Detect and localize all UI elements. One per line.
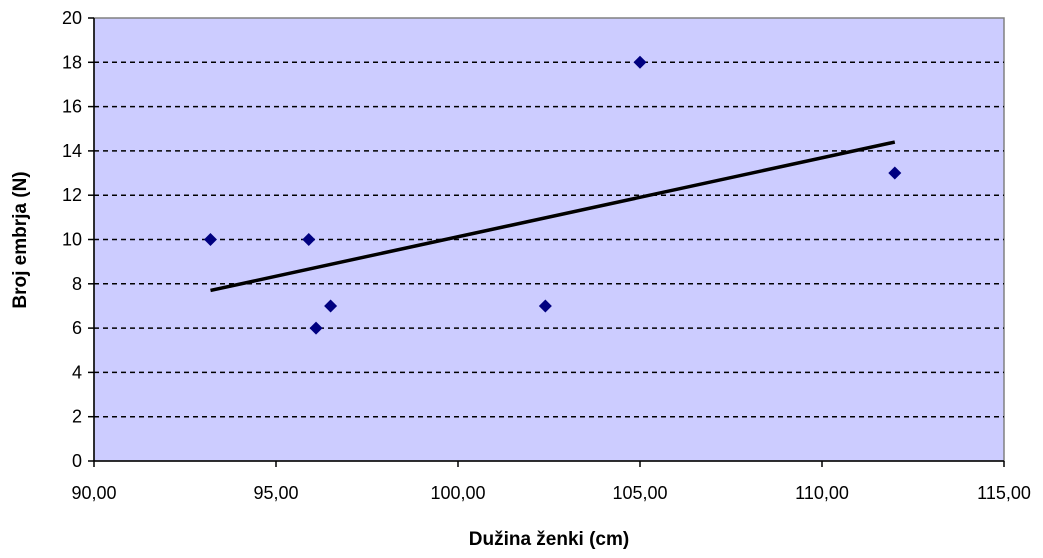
axes — [88, 17, 1005, 467]
y-tick-label: 8 — [72, 274, 82, 294]
y-tick-label: 16 — [62, 97, 82, 117]
x-tick-label: 90,00 — [71, 483, 116, 503]
data-point-marker — [888, 166, 902, 180]
trendline — [210, 140, 896, 293]
x-tick-label: 115,00 — [977, 483, 1031, 503]
data-point-marker — [633, 55, 647, 69]
y-tick-label: 0 — [72, 451, 82, 471]
data-point-marker — [309, 321, 323, 335]
y-tick-label: 10 — [62, 230, 82, 250]
data-point-marker — [203, 233, 217, 246]
y-tick-label: 20 — [62, 8, 82, 28]
tick-labels: 0 2 4 6 8 10 12 14 16 18 20 90,00 95,00 100,00 105,00 1… — [62, 8, 1031, 503]
x-axis-title: Dužina ženki (cm) — [469, 529, 629, 550]
data-point-marker — [538, 299, 552, 313]
y-tick-label: 4 — [72, 362, 82, 382]
trendline-group — [210, 140, 896, 293]
x-tick-label: 95,00 — [253, 483, 298, 503]
data-point-marker — [324, 299, 338, 313]
x-tick-label: 105,00 — [612, 483, 667, 503]
y-tick-label: 6 — [72, 318, 82, 338]
data-points — [203, 55, 902, 335]
y-tick-label: 18 — [62, 52, 82, 72]
x-tick-label: 110,00 — [795, 483, 849, 503]
y-tick-label: 12 — [62, 185, 82, 205]
y-axis-title: Broj embrja (N) — [10, 171, 31, 308]
y-tick-label: 14 — [62, 141, 82, 161]
x-tick-label: 100,00 — [430, 483, 485, 503]
data-point-marker — [302, 233, 316, 246]
y-tick-label: 2 — [72, 407, 82, 427]
